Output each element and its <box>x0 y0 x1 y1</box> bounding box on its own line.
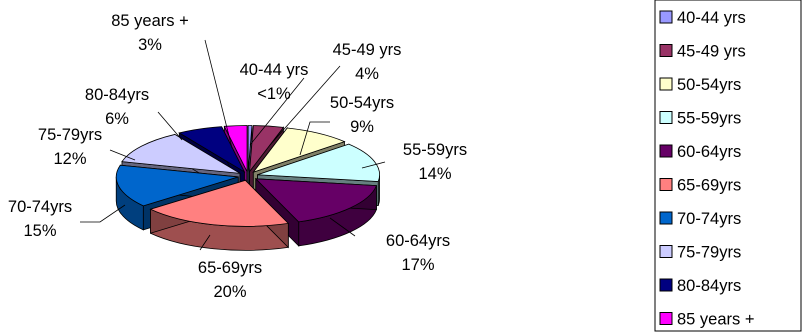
legend-label-2: 45-49 yrs <box>677 43 746 61</box>
data-label-name-4: 55-59yrs <box>403 141 467 159</box>
data-label-name-1: 40-44 yrs <box>240 61 309 79</box>
legend-swatch-9 <box>659 278 673 292</box>
leader-line-7 <box>80 204 126 223</box>
slice-65-69yrs <box>149 179 290 227</box>
slice-60-64yrs <box>254 178 378 223</box>
slice-75-79yrs <box>121 134 241 174</box>
slice-85-years- <box>223 125 248 172</box>
data-label-pct-10: 3% <box>138 36 162 54</box>
leader-line-1 <box>249 77 305 146</box>
leader-line-4 <box>361 161 386 169</box>
leader-line-3 <box>299 121 330 156</box>
legend-label-8: 75-79yrs <box>677 244 741 262</box>
data-label-pct-9: 6% <box>105 110 129 128</box>
data-label-name-9: 80-84yrs <box>85 86 149 104</box>
slice-80-84yrs <box>178 126 246 173</box>
legend: 40-44 yrs 45-49 yrs 50-54yrs 55-59yrs 60-64y… <box>654 0 802 332</box>
data-label-pct-2: 4% <box>355 65 379 83</box>
leader-line-2 <box>269 65 341 146</box>
data-label-name-5: 60-64yrs <box>386 232 450 250</box>
data-label-pct-7: 15% <box>23 222 56 240</box>
slice-55-59yrs <box>257 143 380 182</box>
leader-line-5 <box>329 217 356 237</box>
legend-swatch-10 <box>659 312 673 325</box>
slice-45-49-yrs <box>249 125 285 173</box>
legend-label-4: 55-59yrs <box>677 110 741 128</box>
data-label-pct-8: 12% <box>53 150 86 168</box>
pie-slices <box>115 125 380 251</box>
leader-lines <box>80 39 386 251</box>
legend-swatch-4 <box>659 111 673 124</box>
data-label-name-6: 65-69yrs <box>198 259 262 277</box>
data-label-name-7: 70-74yrs <box>8 198 72 216</box>
legend-swatch-1 <box>659 10 673 24</box>
data-label-pct-5: 17% <box>401 256 434 274</box>
legend-swatch-8 <box>659 245 673 258</box>
leader-line-9 <box>157 111 183 141</box>
legend-label-3: 50-54yrs <box>677 76 741 94</box>
leader-line-8 <box>109 149 136 161</box>
legend-label-9: 80-84yrs <box>677 277 741 295</box>
data-label-name-10: 85 years + <box>111 12 189 30</box>
legend-box <box>654 0 802 332</box>
data-label-name-2: 45-49 yrs <box>333 41 402 59</box>
data-labels: 40-44 yrs <1% 45-49 yrs 4% 50-54yrs 9% 55-59yr… <box>8 12 467 301</box>
data-label-name-8: 75-79yrs <box>38 126 102 144</box>
data-label-pct-1: <1% <box>257 85 291 103</box>
legend-swatch-2 <box>659 44 673 57</box>
data-label-name-3: 50-54yrs <box>330 94 394 112</box>
slice-40-44-yrs <box>247 125 253 172</box>
legend-swatch-5 <box>659 144 673 158</box>
data-label-pct-4: 14% <box>418 165 451 183</box>
legend-swatch-3 <box>659 77 673 91</box>
legend-swatch-7 <box>659 211 673 225</box>
leader-line-6 <box>199 234 211 251</box>
legend-label-6: 65-69yrs <box>677 177 741 195</box>
slice-50-54yrs <box>252 127 346 173</box>
legend-label-5: 60-64yrs <box>677 143 741 161</box>
legend-label-7: 70-74yrs <box>677 210 741 228</box>
legend-label-10: 85 years + <box>677 311 755 329</box>
slice-70-74yrs <box>115 164 239 207</box>
legend-swatch-6 <box>659 178 673 191</box>
data-label-pct-6: 20% <box>213 283 246 301</box>
leader-line-10 <box>204 39 233 149</box>
legend-label-1: 40-44 yrs <box>677 9 746 27</box>
data-label-pct-3: 9% <box>350 118 374 136</box>
